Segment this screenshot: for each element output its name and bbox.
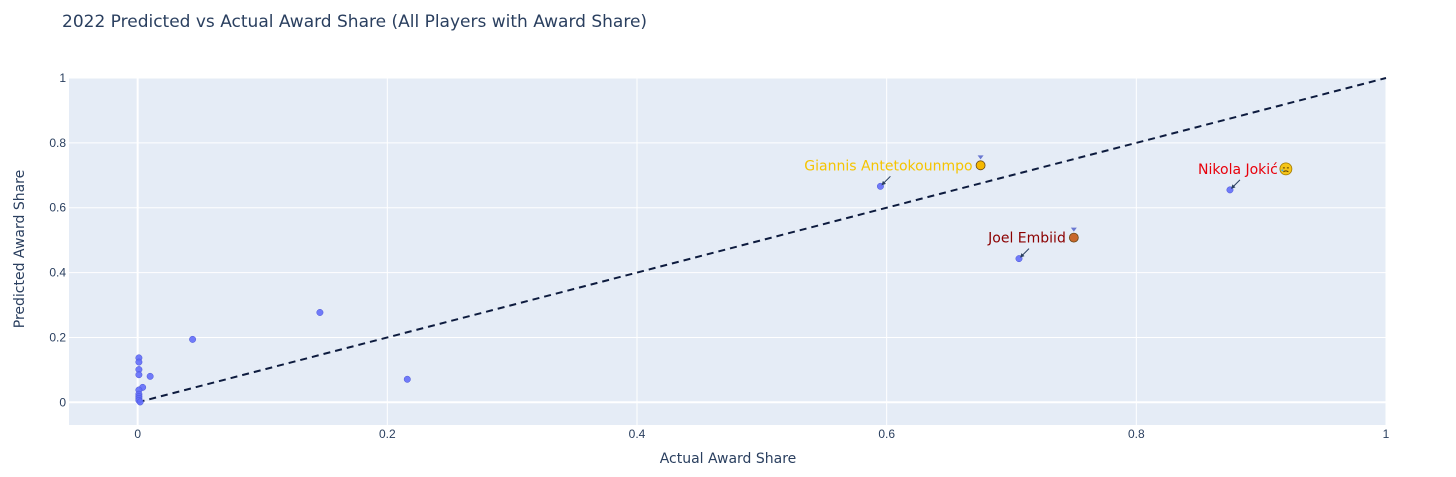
x-tick-label: 1 — [1383, 427, 1390, 441]
annotation-label: Giannis Antetokounmpo — [804, 158, 972, 174]
y-tick-label: 0.2 — [49, 330, 66, 344]
y-tick-label: 0 — [59, 395, 66, 409]
reference-line — [137, 77, 1387, 404]
annotation-arrow — [1232, 179, 1241, 188]
data-point — [135, 371, 143, 379]
x-tick-label: 0.4 — [629, 427, 646, 441]
y-tick-label: 1 — [59, 71, 66, 85]
grid-lines — [69, 77, 1387, 425]
data-point — [135, 358, 143, 366]
x-axis-label: Actual Award Share — [660, 451, 797, 467]
reference-line-group — [137, 77, 1387, 404]
annotation-label: Joel Embiid — [987, 231, 1066, 247]
annotation: Nikola Jokić 😢 — [1198, 162, 1293, 189]
y-tick-label: 0.4 — [49, 266, 66, 280]
data-point — [136, 398, 144, 406]
annotations: Nikola Jokić 😢 Giannis Antetokounmpo 🥇 Joe… — [804, 155, 1293, 258]
annotation-label: Nikola Jokić — [1198, 162, 1278, 178]
annotation: Giannis Antetokounmpo 🥇 — [804, 155, 986, 186]
data-point — [403, 375, 411, 383]
annotation-arrowhead — [1019, 253, 1025, 258]
y-tick-label: 0.8 — [49, 136, 66, 150]
annotation-name: Giannis Antetokounmpo — [804, 158, 972, 174]
y-axis-ticks: 0 0.2 0.4 0.6 0.8 1 — [49, 71, 66, 409]
x-tick-label: 0.6 — [878, 427, 895, 441]
y-axis-label: Predicted Award Share — [12, 170, 28, 328]
x-axis-ticks: 0 0.2 0.4 0.6 0.8 1 — [134, 427, 1389, 441]
annotation-arrowhead — [881, 180, 886, 186]
annotation-arrow — [1021, 248, 1030, 256]
annotation-name: Nikola Jokić — [1198, 162, 1278, 178]
annotation-emoji-icon: 🥇 — [975, 155, 986, 171]
annotation-name: Joel Embiid — [987, 231, 1066, 247]
annotation-emoji-icon: 😢 — [1279, 162, 1293, 176]
annotation-arrowhead — [1230, 184, 1236, 189]
data-point — [316, 309, 324, 316]
data-point — [189, 335, 197, 343]
x-tick-label: 0 — [134, 427, 141, 441]
annotation-emoji-icon: 🥉 — [1068, 227, 1079, 243]
chart-title: 2022 Predicted vs Actual Award Share (Al… — [62, 12, 647, 32]
data-point — [146, 372, 154, 380]
x-tick-label: 0.8 — [1128, 427, 1145, 441]
annotation: Joel Embiid 🥉 — [987, 227, 1079, 258]
data-points — [135, 182, 1234, 406]
x-tick-label: 0.2 — [379, 427, 396, 441]
annotation-arrow — [883, 175, 891, 184]
y-tick-label: 0.6 — [49, 201, 66, 215]
